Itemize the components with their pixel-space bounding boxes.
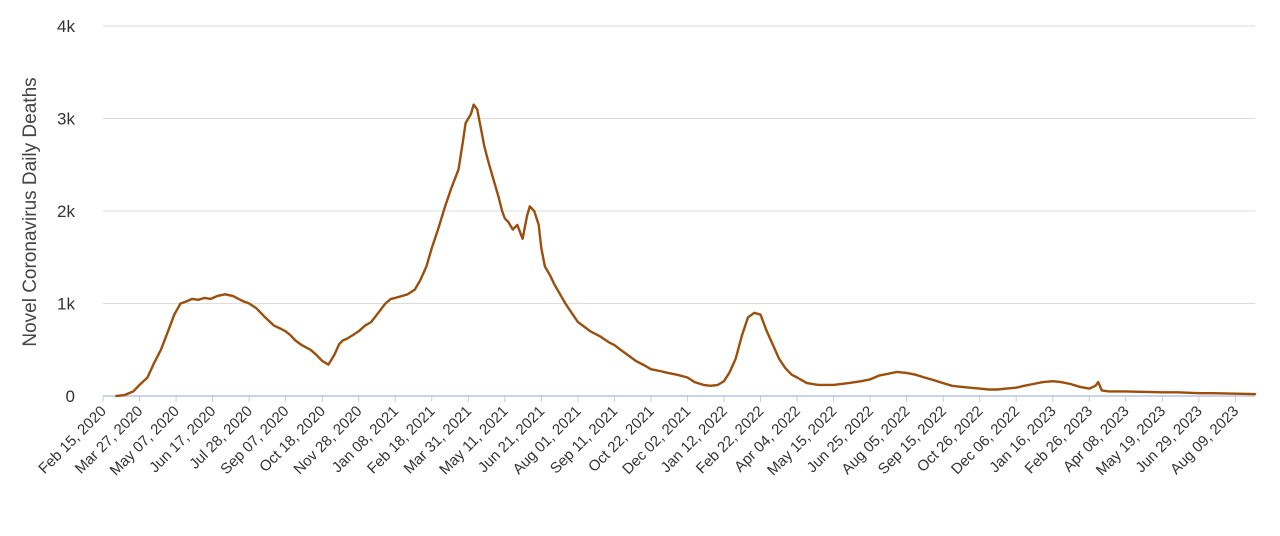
y-tick-label: 3k: [57, 110, 75, 129]
y-gridlines: [103, 25, 1255, 304]
y-tick-label: 1k: [57, 295, 75, 314]
daily-deaths-series-line: [115, 103, 1257, 398]
y-axis-ticks: 0 1k 2k 3k 4k: [57, 17, 75, 406]
y-axis-title: Novel Coronavirus Daily Deaths: [20, 77, 41, 346]
y-tick-label: 2k: [57, 202, 75, 221]
y-tick-label: 4k: [57, 17, 75, 36]
y-tick-label: 0: [66, 387, 75, 406]
